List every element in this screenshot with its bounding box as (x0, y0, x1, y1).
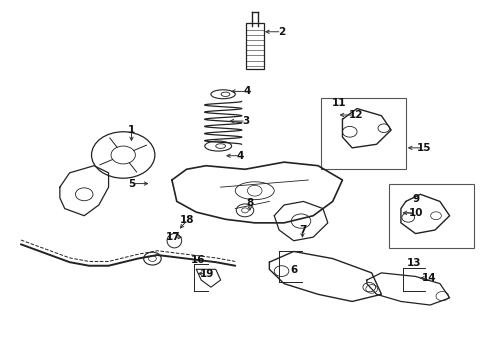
Text: 5: 5 (128, 179, 136, 189)
Text: 9: 9 (413, 194, 420, 203)
Text: 10: 10 (409, 208, 424, 218)
Text: 17: 17 (166, 232, 180, 242)
Text: 12: 12 (349, 110, 364, 120)
Text: 6: 6 (290, 265, 297, 275)
Text: 18: 18 (180, 215, 195, 225)
Text: 3: 3 (243, 116, 249, 126)
Text: 13: 13 (407, 258, 422, 268)
Bar (320, 98, 406, 169)
Text: 15: 15 (417, 143, 432, 153)
Text: 2: 2 (278, 27, 285, 37)
Text: 1: 1 (128, 125, 135, 135)
Text: 8: 8 (246, 198, 253, 208)
Bar (246, 23, 264, 69)
Text: 4: 4 (244, 86, 251, 96)
Bar (389, 184, 474, 248)
Text: 14: 14 (422, 273, 437, 283)
Text: 16: 16 (191, 255, 205, 265)
Text: 19: 19 (200, 269, 214, 279)
Text: 7: 7 (299, 225, 306, 235)
Text: 11: 11 (332, 98, 346, 108)
Text: 4: 4 (237, 151, 244, 161)
